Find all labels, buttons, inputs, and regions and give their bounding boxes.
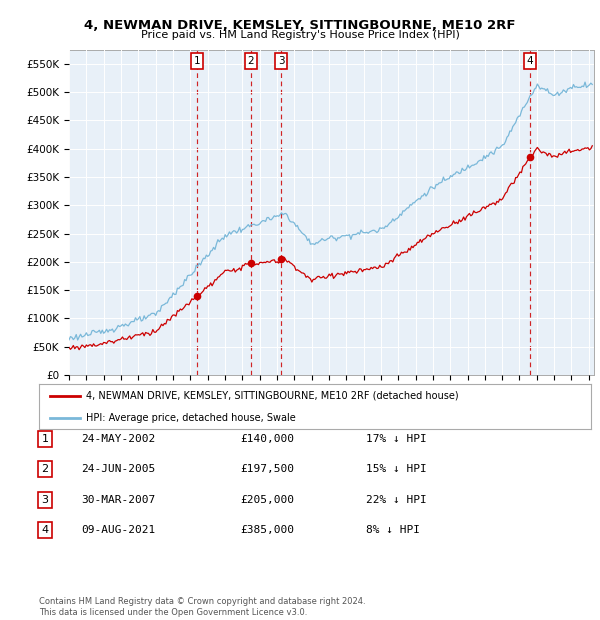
Text: 4: 4 bbox=[41, 525, 49, 535]
Text: 22% ↓ HPI: 22% ↓ HPI bbox=[366, 495, 427, 505]
Text: HPI: Average price, detached house, Swale: HPI: Average price, detached house, Swal… bbox=[86, 413, 296, 423]
Text: 3: 3 bbox=[278, 56, 284, 66]
Text: 24-JUN-2005: 24-JUN-2005 bbox=[81, 464, 155, 474]
Text: 4: 4 bbox=[527, 56, 533, 66]
Text: Price paid vs. HM Land Registry's House Price Index (HPI): Price paid vs. HM Land Registry's House … bbox=[140, 30, 460, 40]
Text: £140,000: £140,000 bbox=[240, 434, 294, 444]
Text: £385,000: £385,000 bbox=[240, 525, 294, 535]
Text: 09-AUG-2021: 09-AUG-2021 bbox=[81, 525, 155, 535]
Text: 30-MAR-2007: 30-MAR-2007 bbox=[81, 495, 155, 505]
Text: 2: 2 bbox=[247, 56, 254, 66]
Text: 1: 1 bbox=[194, 56, 200, 66]
Text: Contains HM Land Registry data © Crown copyright and database right 2024.
This d: Contains HM Land Registry data © Crown c… bbox=[39, 598, 365, 617]
Text: 24-MAY-2002: 24-MAY-2002 bbox=[81, 434, 155, 444]
Text: 1: 1 bbox=[41, 434, 49, 444]
Text: £205,000: £205,000 bbox=[240, 495, 294, 505]
Text: £197,500: £197,500 bbox=[240, 464, 294, 474]
Text: 17% ↓ HPI: 17% ↓ HPI bbox=[366, 434, 427, 444]
Text: 4, NEWMAN DRIVE, KEMSLEY, SITTINGBOURNE, ME10 2RF: 4, NEWMAN DRIVE, KEMSLEY, SITTINGBOURNE,… bbox=[84, 19, 516, 32]
Text: 8% ↓ HPI: 8% ↓ HPI bbox=[366, 525, 420, 535]
Text: 15% ↓ HPI: 15% ↓ HPI bbox=[366, 464, 427, 474]
Text: 3: 3 bbox=[41, 495, 49, 505]
Text: 2: 2 bbox=[41, 464, 49, 474]
Text: 4, NEWMAN DRIVE, KEMSLEY, SITTINGBOURNE, ME10 2RF (detached house): 4, NEWMAN DRIVE, KEMSLEY, SITTINGBOURNE,… bbox=[86, 391, 458, 401]
